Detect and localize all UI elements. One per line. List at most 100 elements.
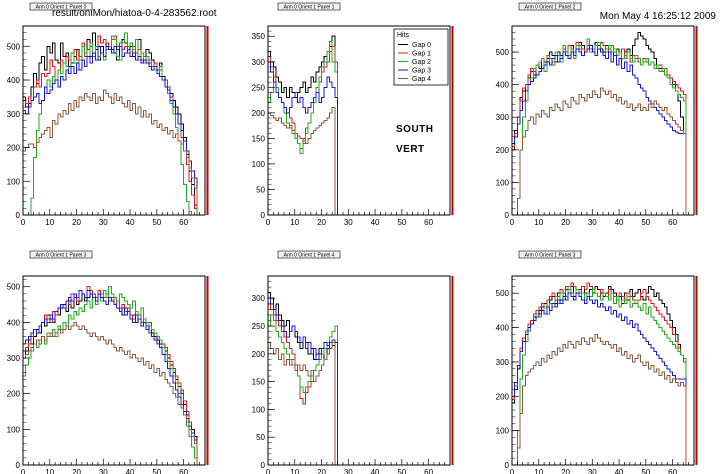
annotation-south: SOUTH	[396, 124, 434, 135]
y-tick-label: 500	[496, 289, 510, 298]
y-tick-label: 200	[496, 392, 510, 401]
series-line-gap-3	[511, 45, 689, 216]
series-line-gap-1	[267, 303, 339, 465]
x-tick-label: 60	[668, 218, 677, 227]
y-tick-label: 100	[252, 405, 266, 414]
y-tick-label: 300	[496, 358, 510, 367]
x-tick-label: 50	[397, 218, 406, 227]
y-tick-label: 500	[7, 42, 21, 51]
y-tick-label: 0	[505, 461, 510, 470]
legend-label: Gap 0	[412, 42, 431, 49]
panel-title: Arm 0 Orient 1 Panel 1	[284, 4, 335, 10]
y-tick-label: 200	[7, 144, 21, 153]
x-tick-label: 30	[99, 218, 108, 227]
y-tick-label: 300	[7, 110, 21, 119]
y-tick-label: 300	[7, 354, 21, 363]
y-tick-label: 350	[252, 32, 266, 41]
x-tick-label: 40	[615, 218, 624, 227]
y-tick-label: 200	[7, 390, 21, 399]
x-tick-label: 30	[588, 468, 597, 474]
series-line-gap-2	[23, 32, 200, 216]
histogram-panel-0: Arm 0 Orient 1 Panel 0 0 10 20 30 40 50 60 0 100 2…	[7, 2, 209, 227]
legend-label: Gap 2	[412, 59, 431, 66]
x-tick-label: 10	[534, 218, 543, 227]
series-line-gap-3	[267, 61, 339, 215]
legend-box	[393, 28, 449, 86]
y-tick-label: 200	[252, 350, 266, 359]
panel-title: Arm 0 Orient 1 Panel 3	[525, 252, 576, 258]
legend-label: Gap 1	[412, 51, 431, 58]
y-tick-label: 250	[252, 322, 266, 331]
x-tick-label: 50	[641, 468, 650, 474]
series-line-gap-4	[512, 87, 689, 216]
y-tick-label: 400	[496, 324, 510, 333]
x-tick-label: 40	[615, 468, 624, 474]
panel-title-box	[29, 250, 93, 259]
series-line-gap-4	[512, 333, 689, 466]
y-tick-label: 400	[496, 81, 510, 90]
x-tick-label: 40	[371, 218, 380, 227]
file-path-label: result/onlMon/hiatoa-0-4-283562.root	[52, 8, 217, 19]
x-tick-label: 50	[641, 218, 650, 227]
y-tick-label: 0	[261, 461, 266, 470]
histogram-panel-3: Arm 0 Orient 1 Panel 3 0 10 20 30 40 50 60 0 100 2…	[7, 250, 209, 474]
x-tick-label: 20	[317, 468, 326, 474]
series-line-gap-1	[267, 45, 339, 215]
x-tick-label: 40	[126, 468, 135, 474]
panel-title-box	[29, 2, 93, 11]
series-line-gap-0	[511, 32, 689, 216]
histogram-panel-5: Arm 0 Orient 1 Panel 3 0 10 20 30 40 50 60 0 100 2…	[496, 250, 698, 474]
x-tick-label: 40	[126, 218, 135, 227]
x-tick-label: 10	[290, 218, 299, 227]
series-line-gap-4	[22, 89, 200, 216]
x-tick-label: 60	[668, 468, 677, 474]
y-tick-label: 100	[496, 178, 510, 187]
timestamp-label: Mon May 4 16:25:12 2009	[599, 11, 716, 22]
legend-label: Gap 3	[412, 68, 431, 75]
x-tick-label: 60	[179, 218, 188, 227]
series-line-gap-2	[267, 314, 339, 465]
y-tick-label: 100	[496, 427, 510, 436]
y-tick-label: 100	[7, 177, 21, 186]
series-line-gap-3	[267, 297, 339, 465]
panel-title-box	[518, 2, 582, 11]
y-tick-label: 0	[16, 461, 21, 470]
x-tick-label: 0	[266, 218, 271, 227]
y-tick-label: 300	[252, 294, 266, 303]
histogram-panel-1: Arm 0 Orient 1 Panel 1 0 10 20 30 40 50 60 0 50 10…	[252, 2, 454, 227]
x-tick-label: 0	[21, 218, 26, 227]
x-tick-label: 20	[561, 218, 570, 227]
y-tick-label: 300	[496, 113, 510, 122]
x-tick-label: 20	[72, 468, 81, 474]
y-tick-label: 250	[252, 83, 266, 92]
x-tick-label: 60	[424, 218, 433, 227]
x-tick-label: 50	[152, 468, 161, 474]
panel-title-box	[518, 250, 582, 259]
x-tick-label: 60	[424, 468, 433, 474]
series-line-gap-3	[22, 45, 200, 216]
panel-title: Arm 0 Orient 1 Panel 0	[36, 4, 87, 10]
legend-label: Gap 4	[412, 76, 431, 83]
x-tick-label: 10	[45, 218, 54, 227]
y-tick-label: 100	[252, 160, 266, 169]
x-tick-label: 30	[99, 468, 108, 474]
y-tick-label: 50	[256, 433, 265, 442]
x-tick-label: 10	[290, 468, 299, 474]
y-tick-label: 0	[16, 211, 21, 220]
x-tick-label: 30	[344, 468, 353, 474]
y-tick-label: 400	[7, 76, 21, 85]
series-line-gap-4	[267, 107, 338, 216]
series-line-gap-4	[22, 321, 200, 466]
x-tick-label: 0	[510, 468, 515, 474]
y-tick-label: 150	[252, 378, 266, 387]
histogram-panel-4: Arm 0 Orient 1 Panel 4 0 10 20 30 40 50 60 0 50 10…	[252, 250, 454, 474]
y-tick-label: 200	[252, 109, 266, 118]
x-tick-label: 10	[45, 468, 54, 474]
series-line-gap-3	[22, 289, 200, 466]
series-line-gap-1	[22, 35, 200, 216]
y-tick-label: 500	[496, 48, 510, 57]
series-line-gap-4	[267, 342, 338, 466]
panel-title-box	[277, 250, 341, 259]
panel-title-box	[277, 2, 341, 11]
